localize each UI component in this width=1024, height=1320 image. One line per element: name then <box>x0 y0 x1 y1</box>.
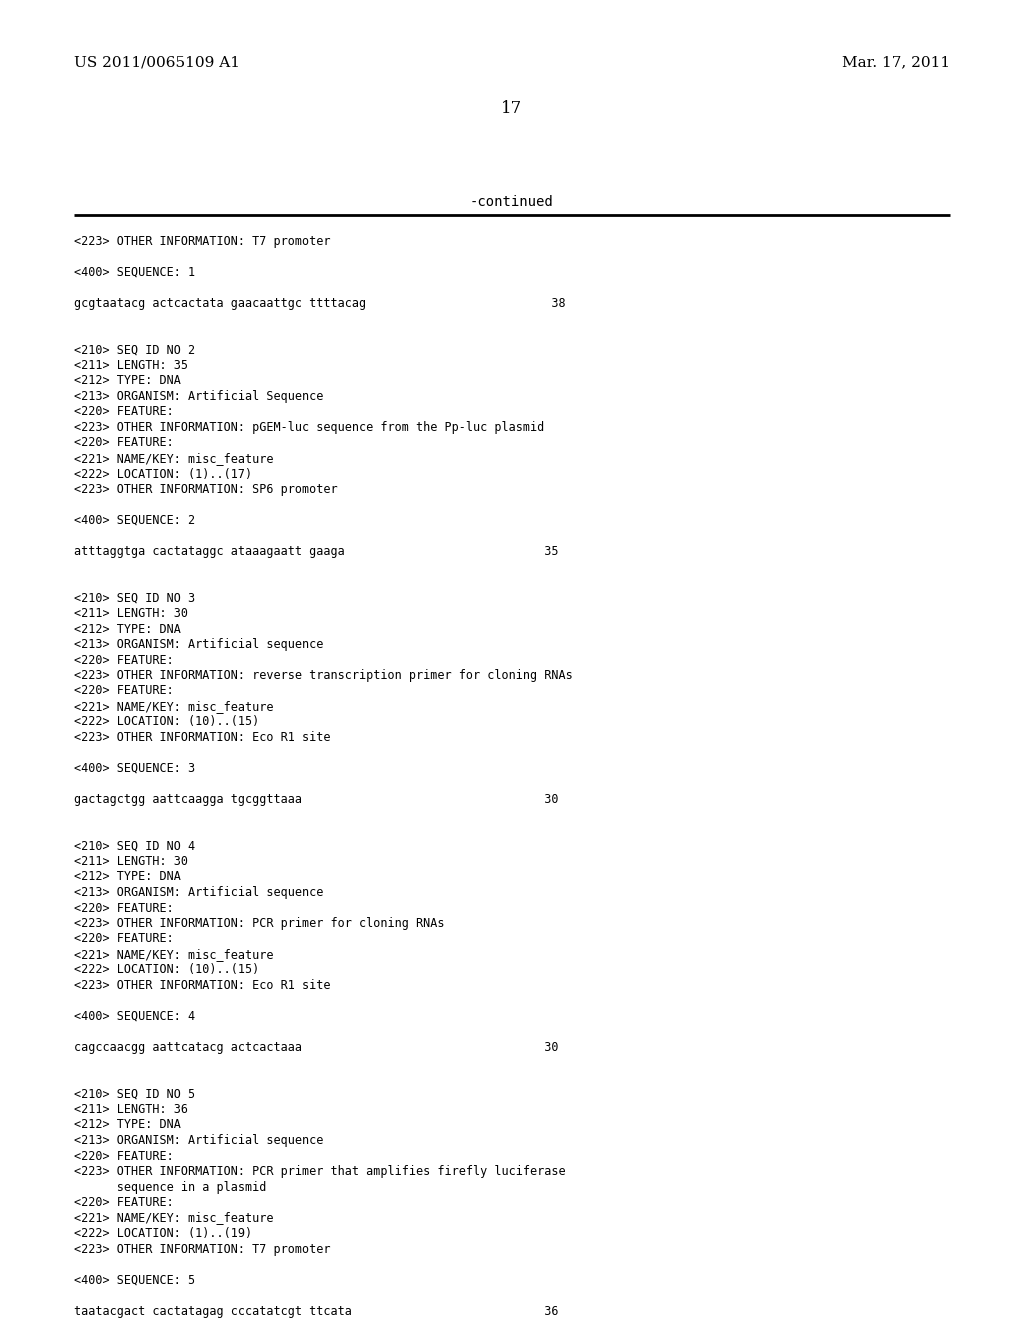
Text: <211> LENGTH: 35: <211> LENGTH: 35 <box>74 359 187 372</box>
Text: cagccaacgg aattcatacg actcactaaa                                  30: cagccaacgg aattcatacg actcactaaa 30 <box>74 1041 558 1053</box>
Text: <212> TYPE: DNA: <212> TYPE: DNA <box>74 1118 180 1131</box>
Text: <213> ORGANISM: Artificial sequence: <213> ORGANISM: Artificial sequence <box>74 886 324 899</box>
Text: gactagctgg aattcaagga tgcggttaaa                                  30: gactagctgg aattcaagga tgcggttaaa 30 <box>74 793 558 807</box>
Text: <211> LENGTH: 30: <211> LENGTH: 30 <box>74 607 187 620</box>
Text: <400> SEQUENCE: 5: <400> SEQUENCE: 5 <box>74 1274 195 1287</box>
Text: <210> SEQ ID NO 4: <210> SEQ ID NO 4 <box>74 840 195 853</box>
Text: <211> LENGTH: 30: <211> LENGTH: 30 <box>74 855 187 869</box>
Text: <221> NAME/KEY: misc_feature: <221> NAME/KEY: misc_feature <box>74 700 273 713</box>
Text: <223> OTHER INFORMATION: T7 promoter: <223> OTHER INFORMATION: T7 promoter <box>74 235 330 248</box>
Text: <220> FEATURE:: <220> FEATURE: <box>74 932 173 945</box>
Text: <221> NAME/KEY: misc_feature: <221> NAME/KEY: misc_feature <box>74 948 273 961</box>
Text: <220> FEATURE:: <220> FEATURE: <box>74 1150 173 1163</box>
Text: <213> ORGANISM: Artificial sequence: <213> ORGANISM: Artificial sequence <box>74 1134 324 1147</box>
Text: Mar. 17, 2011: Mar. 17, 2011 <box>842 55 950 69</box>
Text: <221> NAME/KEY: misc_feature: <221> NAME/KEY: misc_feature <box>74 451 273 465</box>
Text: 17: 17 <box>502 100 522 117</box>
Text: <210> SEQ ID NO 2: <210> SEQ ID NO 2 <box>74 343 195 356</box>
Text: <223> OTHER INFORMATION: PCR primer that amplifies firefly luciferase: <223> OTHER INFORMATION: PCR primer that… <box>74 1166 565 1177</box>
Text: <400> SEQUENCE: 3: <400> SEQUENCE: 3 <box>74 762 195 775</box>
Text: US 2011/0065109 A1: US 2011/0065109 A1 <box>74 55 240 69</box>
Text: <212> TYPE: DNA: <212> TYPE: DNA <box>74 623 180 635</box>
Text: <223> OTHER INFORMATION: SP6 promoter: <223> OTHER INFORMATION: SP6 promoter <box>74 483 337 496</box>
Text: <222> LOCATION: (1)..(17): <222> LOCATION: (1)..(17) <box>74 467 252 480</box>
Text: <223> OTHER INFORMATION: PCR primer for cloning RNAs: <223> OTHER INFORMATION: PCR primer for … <box>74 917 444 931</box>
Text: <220> FEATURE:: <220> FEATURE: <box>74 1196 173 1209</box>
Text: <220> FEATURE:: <220> FEATURE: <box>74 437 173 450</box>
Text: <400> SEQUENCE: 2: <400> SEQUENCE: 2 <box>74 513 195 527</box>
Text: <210> SEQ ID NO 3: <210> SEQ ID NO 3 <box>74 591 195 605</box>
Text: <223> OTHER INFORMATION: Eco R1 site: <223> OTHER INFORMATION: Eco R1 site <box>74 979 330 993</box>
Text: <400> SEQUENCE: 4: <400> SEQUENCE: 4 <box>74 1010 195 1023</box>
Text: <220> FEATURE:: <220> FEATURE: <box>74 653 173 667</box>
Text: atttaggtga cactataggc ataaagaatt gaaga                            35: atttaggtga cactataggc ataaagaatt gaaga 3… <box>74 545 558 558</box>
Text: <223> OTHER INFORMATION: pGEM-luc sequence from the Pp-luc plasmid: <223> OTHER INFORMATION: pGEM-luc sequen… <box>74 421 544 434</box>
Text: -continued: -continued <box>470 195 554 209</box>
Text: <222> LOCATION: (10)..(15): <222> LOCATION: (10)..(15) <box>74 715 259 729</box>
Text: <223> OTHER INFORMATION: T7 promoter: <223> OTHER INFORMATION: T7 promoter <box>74 1242 330 1255</box>
Text: <220> FEATURE:: <220> FEATURE: <box>74 405 173 418</box>
Text: <222> LOCATION: (1)..(19): <222> LOCATION: (1)..(19) <box>74 1228 252 1239</box>
Text: taatacgact cactatagag cccatatcgt ttcata                           36: taatacgact cactatagag cccatatcgt ttcata … <box>74 1304 558 1317</box>
Text: <222> LOCATION: (10)..(15): <222> LOCATION: (10)..(15) <box>74 964 259 977</box>
Text: <212> TYPE: DNA: <212> TYPE: DNA <box>74 375 180 388</box>
Text: <220> FEATURE:: <220> FEATURE: <box>74 902 173 915</box>
Text: <223> OTHER INFORMATION: reverse transcription primer for cloning RNAs: <223> OTHER INFORMATION: reverse transcr… <box>74 669 572 682</box>
Text: sequence in a plasmid: sequence in a plasmid <box>74 1180 266 1193</box>
Text: <223> OTHER INFORMATION: Eco R1 site: <223> OTHER INFORMATION: Eco R1 site <box>74 731 330 744</box>
Text: <213> ORGANISM: Artificial Sequence: <213> ORGANISM: Artificial Sequence <box>74 389 324 403</box>
Text: gcgtaatacg actcactata gaacaattgc ttttacag                          38: gcgtaatacg actcactata gaacaattgc ttttaca… <box>74 297 565 310</box>
Text: <400> SEQUENCE: 1: <400> SEQUENCE: 1 <box>74 267 195 279</box>
Text: <213> ORGANISM: Artificial sequence: <213> ORGANISM: Artificial sequence <box>74 638 324 651</box>
Text: <212> TYPE: DNA: <212> TYPE: DNA <box>74 870 180 883</box>
Text: <221> NAME/KEY: misc_feature: <221> NAME/KEY: misc_feature <box>74 1212 273 1225</box>
Text: <210> SEQ ID NO 5: <210> SEQ ID NO 5 <box>74 1088 195 1101</box>
Text: <220> FEATURE:: <220> FEATURE: <box>74 685 173 697</box>
Text: <211> LENGTH: 36: <211> LENGTH: 36 <box>74 1104 187 1115</box>
